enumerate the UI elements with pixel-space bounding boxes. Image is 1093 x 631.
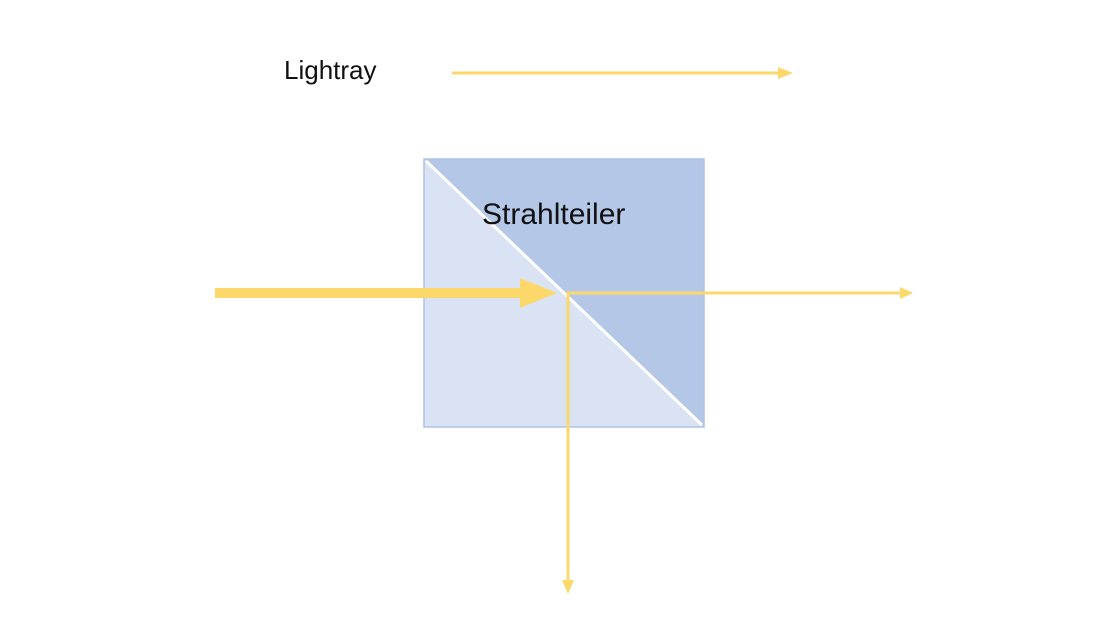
transmitted-ray	[567, 287, 913, 299]
splitter-diagonal	[424, 159, 704, 427]
beamsplitter-cube	[423, 158, 705, 428]
beamsplitter-label: Strahlteiler	[482, 198, 626, 231]
reflected-ray	[562, 292, 574, 594]
legend-label: Lightray	[284, 55, 377, 85]
legend-ray-arrow	[452, 67, 793, 79]
incoming-ray	[215, 278, 557, 308]
